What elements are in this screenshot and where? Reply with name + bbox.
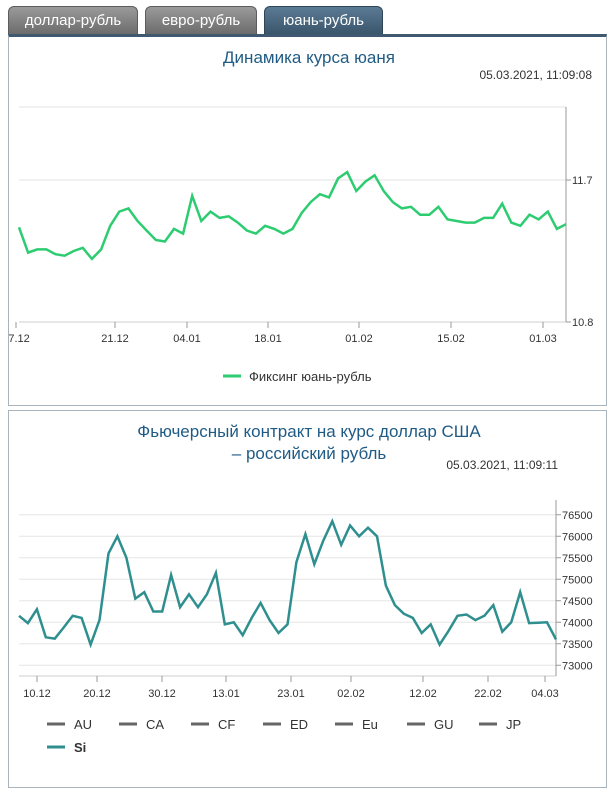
futures-panel: Фьючерсный контракт на курс доллар США –… — [8, 410, 607, 788]
legend-label-ed[interactable]: ED — [290, 717, 308, 732]
x-tick-label: 18.01 — [254, 333, 282, 345]
tab-bar: доллар-рубль евро-рубль юань-рубль — [8, 6, 608, 34]
tab-eur-rub[interactable]: евро-рубль — [145, 6, 257, 34]
y-tick-label: 10.8 — [572, 317, 593, 329]
x-tick-label: 04.01 — [173, 333, 201, 345]
legend-label-gu[interactable]: GU — [434, 717, 454, 732]
x-tick-label: 21.12 — [101, 333, 129, 345]
chart-legend: AU CA CF ED Eu GU JP Si — [47, 717, 521, 755]
chart-timestamp: 05.03.2021, 11:09:08 — [479, 68, 592, 82]
legend-label-cf[interactable]: CF — [218, 717, 235, 732]
y-tick-label: 74500 — [562, 596, 593, 608]
x-tick-label: 23.01 — [277, 688, 305, 700]
series-line-si — [18, 517, 558, 649]
y-tick-label: 75000 — [562, 574, 593, 586]
y-tick-label: 75500 — [562, 553, 593, 565]
legend-label-ca[interactable]: CA — [146, 717, 164, 732]
legend-label-eu[interactable]: Eu — [362, 717, 378, 732]
x-tick-label: 01.03 — [529, 333, 557, 345]
tab-cny-rub[interactable]: юань-рубль — [264, 6, 383, 34]
chart-legend: Фиксинг юань-рубль — [223, 369, 372, 384]
legend-label-si[interactable]: Si — [74, 740, 86, 755]
y-tick-label: 11.7 — [572, 175, 593, 187]
chart-timestamp: 05.03.2021, 11:09:11 — [446, 458, 558, 472]
legend-label-fixing[interactable]: Фиксинг юань-рубль — [249, 369, 372, 384]
x-tick-label: 22.02 — [474, 688, 502, 700]
tab-usd-rub[interactable]: доллар-рубль — [8, 6, 138, 34]
x-tick-label: 30.12 — [148, 688, 176, 700]
x-tick-label: 10.12 — [23, 688, 51, 700]
x-tick-label: 07.12 — [9, 333, 30, 345]
y-tick-label: 73000 — [562, 660, 593, 672]
x-tick-label: 13.01 — [212, 688, 240, 700]
x-tick-label: 04.03 — [531, 688, 559, 700]
cny-rate-chart: Динамика курса юаня 05.03.2021, 11:09:08… — [9, 48, 593, 384]
futures-chart: Фьючерсный контракт на курс доллар США –… — [18, 422, 593, 755]
x-tick-label: 12.02 — [409, 688, 437, 700]
x-tick-label: 02.02 — [337, 688, 365, 700]
y-tick-label: 74000 — [562, 617, 593, 629]
chart-title-line1: Фьючерсный контракт на курс доллар США — [137, 422, 481, 441]
x-tick-label: 01.02 — [345, 333, 373, 345]
legend-label-jp[interactable]: JP — [506, 717, 521, 732]
y-tick-label: 73500 — [562, 639, 593, 651]
x-tick-label: 20.12 — [83, 688, 111, 700]
chart-title-line2: – российский рубль — [232, 444, 387, 463]
cny-rate-panel: Динамика курса юаня 05.03.2021, 11:09:08… — [8, 34, 607, 406]
y-tick-label: 76000 — [562, 531, 593, 543]
series-line-fixing — [17, 170, 567, 261]
legend-label-au[interactable]: AU — [74, 717, 92, 732]
y-tick-label: 76500 — [562, 510, 593, 522]
x-tick-label: 15.02 — [437, 333, 465, 345]
chart-title: Динамика курса юаня — [223, 48, 395, 67]
